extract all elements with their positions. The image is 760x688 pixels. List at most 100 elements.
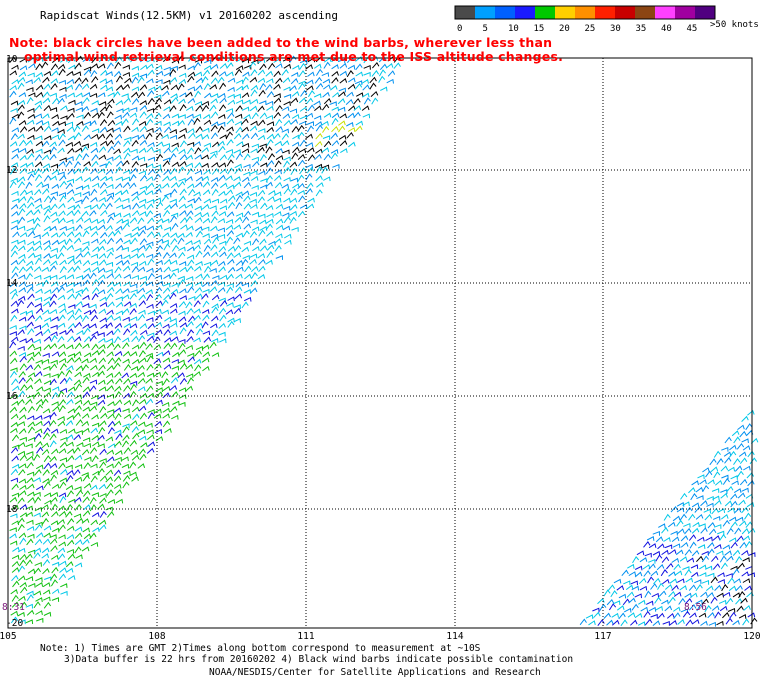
wind-barb [194, 181, 203, 188]
wind-barb [362, 113, 371, 119]
wind-barb [17, 225, 26, 231]
wind-barb [90, 541, 99, 547]
wind-barb [647, 576, 655, 584]
wind-barb [154, 97, 162, 105]
wind-barb [186, 141, 195, 147]
wind-barb [83, 69, 92, 76]
wind-barb [289, 85, 297, 92]
product-title: Rapidscat Winds(12.5KM) v1 20160202 asce… [40, 9, 339, 22]
wind-barb [274, 160, 282, 168]
wind-barb [233, 93, 241, 99]
wind-barb [187, 118, 195, 126]
wind-barb [170, 212, 179, 218]
wind-barb [26, 321, 34, 328]
wind-barb [297, 159, 306, 167]
wind-barb [742, 618, 750, 626]
wind-barb [363, 71, 371, 77]
wind-barb [661, 549, 669, 556]
wind-barb [186, 210, 194, 217]
wind-barb [27, 549, 36, 555]
wind-barb [76, 442, 84, 447]
wind-barb [121, 440, 129, 448]
wind-barb [34, 104, 42, 111]
wind-barb [43, 208, 51, 216]
wind-barb [25, 272, 33, 280]
wind-barb [274, 245, 282, 252]
wind-barb [97, 168, 106, 174]
wind-barb [673, 612, 681, 620]
wind-barb [162, 407, 171, 413]
wind-barb [91, 492, 99, 497]
wind-barb [155, 55, 164, 63]
wind-barb [17, 295, 26, 301]
wind-barb [203, 198, 212, 204]
wind-barb [113, 229, 121, 237]
wind-barb [122, 107, 130, 113]
wind-barb [41, 442, 50, 449]
wind-barb [219, 82, 227, 90]
wind-barb [668, 596, 676, 604]
wind-barb [114, 322, 123, 329]
wind-barb [155, 79, 163, 84]
wind-barb [19, 601, 28, 609]
wind-barb [684, 527, 692, 535]
wind-barb [226, 184, 235, 190]
wind-barb [727, 466, 736, 472]
wind-barb [58, 139, 66, 147]
wind-barb [107, 281, 115, 288]
wind-barb [90, 519, 99, 526]
wind-barb [268, 240, 276, 246]
wind-barb [89, 303, 97, 309]
wind-barb [146, 127, 154, 133]
wind-barb [9, 496, 18, 503]
wind-barb [90, 218, 99, 224]
wind-barb [34, 315, 43, 322]
wind-barb [202, 226, 210, 232]
wind-barb [201, 147, 209, 153]
wind-barb [41, 167, 50, 174]
wind-barb [169, 77, 178, 84]
wind-barb [19, 384, 28, 392]
wind-barb [275, 77, 283, 85]
wind-barb [83, 160, 91, 167]
wind-barb [711, 507, 719, 515]
wind-barb [662, 620, 670, 626]
wind-barb [138, 386, 146, 392]
wind-barb [50, 428, 59, 434]
wind-barb [122, 265, 131, 272]
wind-barb [268, 189, 276, 196]
wind-barb [695, 486, 704, 493]
wind-barb [145, 289, 153, 295]
wind-barb [170, 232, 178, 238]
wind-barb [307, 197, 315, 203]
wind-barb [10, 616, 19, 624]
wind-barb [137, 287, 146, 294]
wind-barb [153, 104, 162, 111]
wind-barb [186, 307, 194, 315]
wind-barb [114, 385, 122, 392]
wind-barb [722, 591, 731, 597]
wind-barb [741, 487, 749, 493]
wind-barb [179, 362, 188, 370]
wind-barb [644, 590, 652, 598]
wind-barb [58, 462, 66, 470]
wind-barb [163, 106, 171, 112]
wind-barb [735, 598, 743, 605]
wind-barb [153, 164, 162, 170]
wind-barb [163, 126, 172, 133]
wind-barb [99, 296, 107, 302]
wind-barb [33, 266, 42, 272]
wind-barb [179, 210, 187, 216]
wind-barb [75, 199, 83, 205]
wind-barb [115, 498, 124, 504]
wind-barb [622, 598, 631, 606]
wind-barb [739, 520, 747, 527]
wind-barb [187, 286, 195, 294]
wind-barb [718, 599, 727, 605]
wind-barb [34, 153, 43, 161]
wind-barb [209, 286, 218, 293]
wind-barb [121, 463, 130, 469]
wind-barb [66, 244, 75, 251]
wind-barb [353, 105, 362, 111]
wind-barb [49, 225, 57, 232]
